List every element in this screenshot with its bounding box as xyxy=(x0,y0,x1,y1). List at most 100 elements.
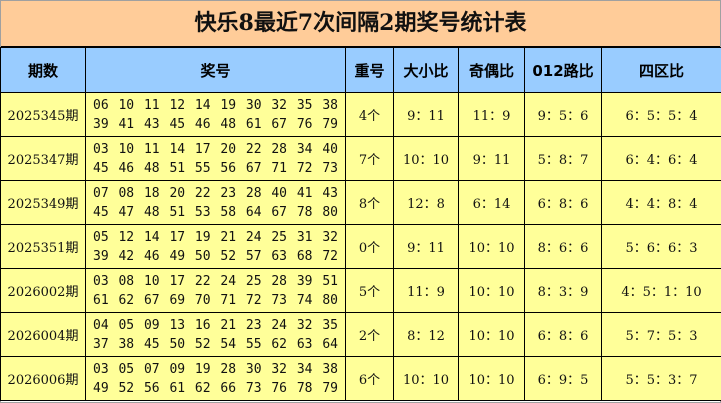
repeat-count: 7个 xyxy=(358,153,381,168)
big-small-cell: 12：8 xyxy=(393,180,459,225)
stats-table: 期数 奖号 重号 大小比 奇偶比 012路比 四区比 2025345期 06 10… xyxy=(0,47,721,401)
odd-even-ratio: 10：10 xyxy=(468,285,515,300)
odd-even-cell: 10：10 xyxy=(458,312,525,357)
header-012-route: 012路比 xyxy=(524,47,602,93)
issue-number: 2026006期 xyxy=(7,373,79,388)
route-012-ratio: 5：8：7 xyxy=(537,153,589,168)
issue-number: 2025349期 xyxy=(7,197,79,212)
big-small-cell: 11：9 xyxy=(393,268,459,313)
repeat-cell: 2个 xyxy=(345,312,394,357)
repeat-count: 8个 xyxy=(358,197,381,212)
odd-even-ratio: 11：9 xyxy=(472,109,511,124)
header-numbers: 奖号 xyxy=(85,47,346,93)
odd-even-cell: 11：9 xyxy=(458,92,525,137)
big-small-cell: 9：11 xyxy=(393,92,459,137)
numbers-line-1: 04 05 09 13 16 21 23 24 32 35 xyxy=(93,317,338,333)
numbers-cell: 03 08 10 17 22 24 25 28 39 51 61 62 67 69… xyxy=(85,268,346,313)
issue-number: 2026004期 xyxy=(7,329,79,344)
numbers-line-2: 61 62 67 69 70 71 72 73 74 80 xyxy=(93,292,338,308)
big-small-cell: 10：10 xyxy=(393,356,459,401)
big-small-ratio: 11：9 xyxy=(407,285,445,300)
big-small-ratio: 9：11 xyxy=(407,241,445,256)
numbers-line-2: 39 42 46 49 50 52 57 63 68 72 xyxy=(93,248,338,264)
route-012-ratio: 6：8：6 xyxy=(537,329,589,344)
repeat-cell: 7个 xyxy=(345,136,394,181)
odd-even-cell: 6：14 xyxy=(458,180,525,225)
zones-ratio: 6：4：6：4 xyxy=(625,153,698,168)
repeat-count: 6个 xyxy=(358,373,381,388)
odd-even-ratio: 10：10 xyxy=(468,241,515,256)
table-row: 2026006期 03 05 07 09 19 28 30 32 34 38 49 … xyxy=(0,356,721,401)
big-small-ratio: 10：10 xyxy=(402,153,450,168)
issue-cell: 2025349期 xyxy=(0,180,86,225)
zones-cell: 6：5：5：4 xyxy=(601,92,721,137)
odd-even-ratio: 6：14 xyxy=(472,197,511,212)
numbers-cell: 04 05 09 13 16 21 23 24 32 35 37 38 45 50… xyxy=(85,312,346,357)
big-small-cell: 10：10 xyxy=(393,136,459,181)
zones-cell: 5：7：5：3 xyxy=(601,312,721,357)
repeat-cell: 8个 xyxy=(345,180,394,225)
zones-cell: 6：4：6：4 xyxy=(601,136,721,181)
odd-even-ratio: 10：10 xyxy=(468,329,515,344)
numbers-line-2: 45 47 48 51 53 58 64 67 78 80 xyxy=(93,204,338,220)
table-row: 2025351期 05 12 14 17 19 21 24 25 31 32 39 … xyxy=(0,224,721,269)
zones-cell: 5：5：3：7 xyxy=(601,356,721,401)
route-012-cell: 6：9：5 xyxy=(524,356,602,401)
numbers-line-2: 49 52 56 61 62 66 73 76 78 79 xyxy=(93,380,338,396)
repeat-cell: 4个 xyxy=(345,92,394,137)
issue-cell: 2026004期 xyxy=(0,312,86,357)
header-row: 期数 奖号 重号 大小比 奇偶比 012路比 四区比 xyxy=(0,47,721,93)
numbers-cell: 05 12 14 17 19 21 24 25 31 32 39 42 46 49… xyxy=(85,224,346,269)
issue-number: 2025347期 xyxy=(7,153,79,168)
numbers-line-1: 05 12 14 17 19 21 24 25 31 32 xyxy=(93,229,338,245)
zones-ratio: 5：5：3：7 xyxy=(625,373,698,388)
issue-number: 2026002期 xyxy=(7,285,79,300)
route-012-cell: 5：8：7 xyxy=(524,136,602,181)
big-small-ratio: 10：10 xyxy=(402,373,450,388)
numbers-cell: 03 10 11 14 17 20 22 28 34 40 45 46 48 51… xyxy=(85,136,346,181)
zones-ratio: 4：5：1：10 xyxy=(621,285,702,300)
repeat-count: 2个 xyxy=(358,329,381,344)
big-small-ratio: 12：8 xyxy=(407,197,445,212)
zones-ratio: 6：5：5：4 xyxy=(625,109,698,124)
issue-number: 2025345期 xyxy=(7,109,79,124)
repeat-count: 5个 xyxy=(358,285,381,300)
issue-cell: 2026006期 xyxy=(0,356,86,401)
route-012-cell: 8：3：9 xyxy=(524,268,602,313)
odd-even-ratio: 9：11 xyxy=(472,153,511,168)
issue-cell: 2025351期 xyxy=(0,224,86,269)
odd-even-cell: 9：11 xyxy=(458,136,525,181)
route-012-cell: 9：5：6 xyxy=(524,92,602,137)
big-small-cell: 8：12 xyxy=(393,312,459,357)
numbers-cell: 07 08 18 20 22 23 28 40 41 43 45 47 48 51… xyxy=(85,180,346,225)
header-big-small: 大小比 xyxy=(393,47,459,93)
zones-ratio: 5：6：6：3 xyxy=(625,241,698,256)
issue-number: 2025351期 xyxy=(7,241,79,256)
numbers-line-2: 39 41 43 45 46 48 61 67 76 79 xyxy=(93,116,338,132)
numbers-line-1: 03 05 07 09 19 28 30 32 34 38 xyxy=(93,361,338,377)
numbers-line-2: 45 46 48 51 55 56 67 71 72 73 xyxy=(93,160,338,176)
big-small-ratio: 9：11 xyxy=(407,109,445,124)
numbers-line-2: 37 38 45 50 52 54 55 62 63 64 xyxy=(93,336,338,352)
header-zones: 四区比 xyxy=(601,47,721,93)
odd-even-cell: 10：10 xyxy=(458,224,525,269)
header-odd-even: 奇偶比 xyxy=(458,47,525,93)
repeat-count: 4个 xyxy=(358,109,381,124)
odd-even-cell: 10：10 xyxy=(458,268,525,313)
numbers-line-1: 06 10 11 12 14 19 30 32 35 38 xyxy=(93,97,338,113)
route-012-ratio: 8：3：9 xyxy=(537,285,589,300)
route-012-ratio: 8：6：6 xyxy=(537,241,589,256)
zones-ratio: 4：4：8：4 xyxy=(625,197,698,212)
table-row: 2026004期 04 05 09 13 16 21 23 24 32 35 37 … xyxy=(0,312,721,357)
big-small-ratio: 8：12 xyxy=(407,329,445,344)
zones-cell: 5：6：6：3 xyxy=(601,224,721,269)
issue-cell: 2025345期 xyxy=(0,92,86,137)
repeat-cell: 0个 xyxy=(345,224,394,269)
header-issue: 期数 xyxy=(0,47,86,93)
issue-cell: 2026002期 xyxy=(0,268,86,313)
route-012-cell: 6：8：6 xyxy=(524,180,602,225)
zones-ratio: 5：7：5：3 xyxy=(625,329,698,344)
numbers-line-1: 07 08 18 20 22 23 28 40 41 43 xyxy=(93,185,338,201)
numbers-cell: 06 10 11 12 14 19 30 32 35 38 39 41 43 45… xyxy=(85,92,346,137)
